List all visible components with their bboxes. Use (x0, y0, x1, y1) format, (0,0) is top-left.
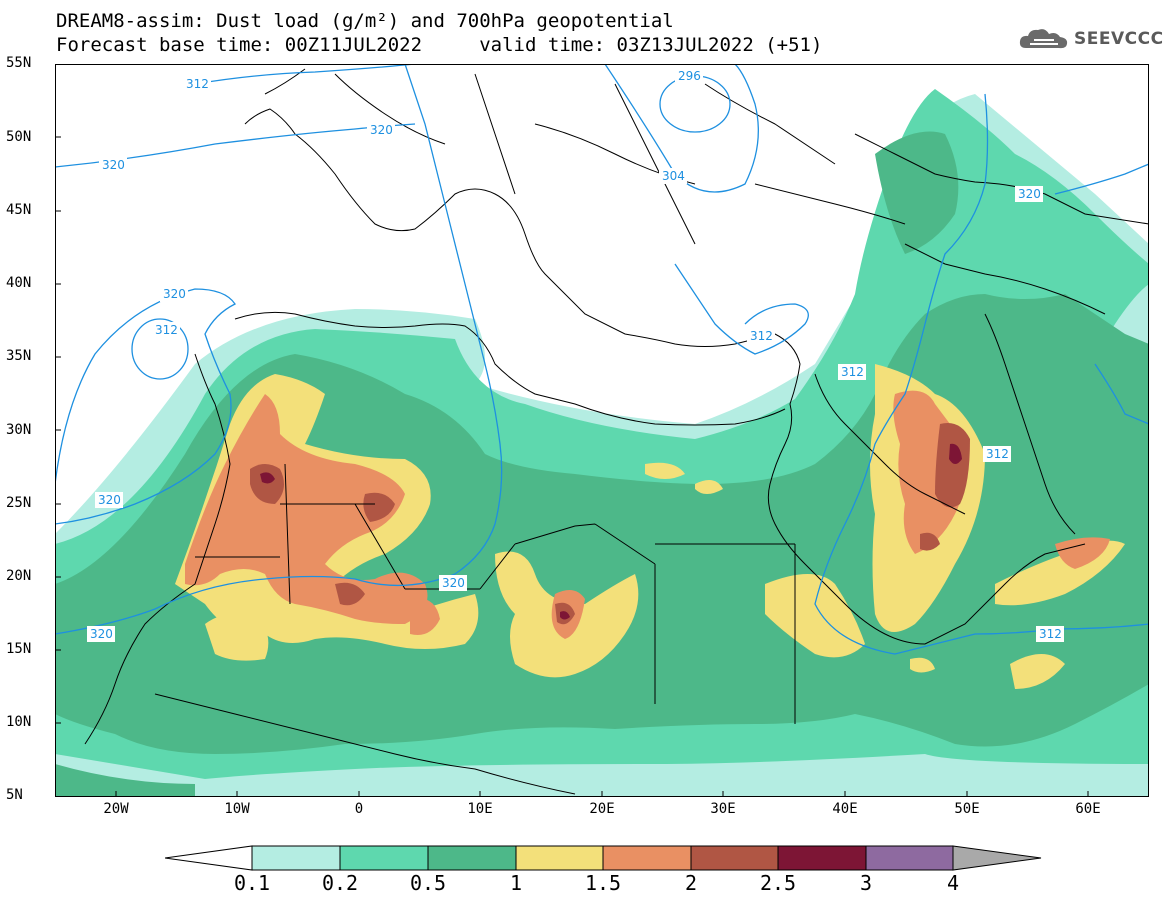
contour-label: 320 (90, 627, 113, 641)
contour-label: 320 (442, 576, 465, 590)
colorbar-swatch (339, 845, 429, 871)
lon-label: 20W (103, 801, 129, 817)
lon-label: 10W (224, 801, 250, 817)
lon-label: 20E (589, 801, 615, 817)
contour-label: 312 (986, 447, 1009, 461)
lon-label: 10E (467, 801, 493, 817)
axis-ticks (55, 64, 1089, 797)
colorbar-swatch (251, 845, 341, 871)
lat-label: 50N (6, 129, 32, 145)
coastlines-borders (84, 68, 1149, 795)
colorbar-label: 0.5 (409, 871, 447, 895)
contour-label: 320 (163, 287, 186, 301)
geopotential-contours (55, 64, 1149, 655)
map-title-line2: Forecast base time: 00Z11JUL2022 valid t… (56, 34, 823, 56)
colorbar-swatch (865, 845, 954, 871)
colorbar-label: 0.1 (233, 871, 271, 895)
map-title-line1: DREAM8-assim: Dust load (g/m²) and 700hP… (56, 10, 674, 32)
colorbar-swatch (777, 845, 867, 871)
contour-label: 312 (750, 329, 773, 343)
colorbar-label: 2.5 (759, 871, 797, 895)
lon-label: 60E (1075, 801, 1101, 817)
contour-label: 312 (155, 323, 178, 337)
contour-label: 304 (662, 169, 685, 183)
lat-label: 30N (6, 422, 32, 438)
cloud-logo-icon (1019, 29, 1068, 49)
colorbar-label: 1 (509, 871, 523, 895)
contour-label: 320 (98, 493, 121, 507)
colorbar-swatch (427, 845, 517, 871)
dust-field-level-2 (250, 423, 970, 625)
colorbar-swatch (515, 845, 604, 871)
contour-label: 296 (678, 69, 701, 83)
lat-label: 10N (6, 714, 32, 730)
contour-label: 320 (102, 158, 125, 172)
lat-label: 5N (6, 787, 23, 803)
lat-label: 20N (6, 568, 32, 584)
colorbar-label: 0.2 (321, 871, 359, 895)
dust-field-level-2.5 (260, 443, 962, 620)
lat-label: 40N (6, 275, 32, 291)
colorbar-under-arrow (165, 845, 253, 871)
colorbar-swatch (602, 845, 692, 871)
lat-label: 15N (6, 641, 32, 657)
contour-labels: 312 320 320 296 304 320 320 312 320 320 … (87, 68, 1064, 642)
colorbar-label: 4 (946, 871, 960, 895)
lat-label: 45N (6, 202, 32, 218)
lat-label: 55N (6, 55, 32, 71)
lat-label: 35N (6, 348, 32, 364)
colorbar-swatch (690, 845, 779, 871)
lon-label: 0 (354, 801, 364, 817)
seevccc-logo: SEEVCCC (1018, 26, 1164, 52)
colorbar-over-arrow (952, 845, 1042, 871)
lat-label: 25N (6, 495, 32, 511)
colorbar-label: 1.5 (584, 871, 622, 895)
lon-label: 30E (710, 801, 736, 817)
colorbar (165, 845, 1042, 871)
lon-label: 40E (832, 801, 858, 817)
dust-load-map: 312 320 320 296 304 320 320 312 320 320 … (55, 64, 1149, 797)
contour-label: 312 (1039, 627, 1062, 641)
logo-text: SEEVCCC (1074, 29, 1164, 49)
contour-label: 312 (186, 77, 209, 91)
contour-label: 320 (1018, 187, 1041, 201)
contour-label: 312 (841, 365, 864, 379)
lon-label: 50E (954, 801, 980, 817)
contour-label: 320 (370, 123, 393, 137)
colorbar-label: 2 (684, 871, 698, 895)
colorbar-label: 3 (859, 871, 873, 895)
